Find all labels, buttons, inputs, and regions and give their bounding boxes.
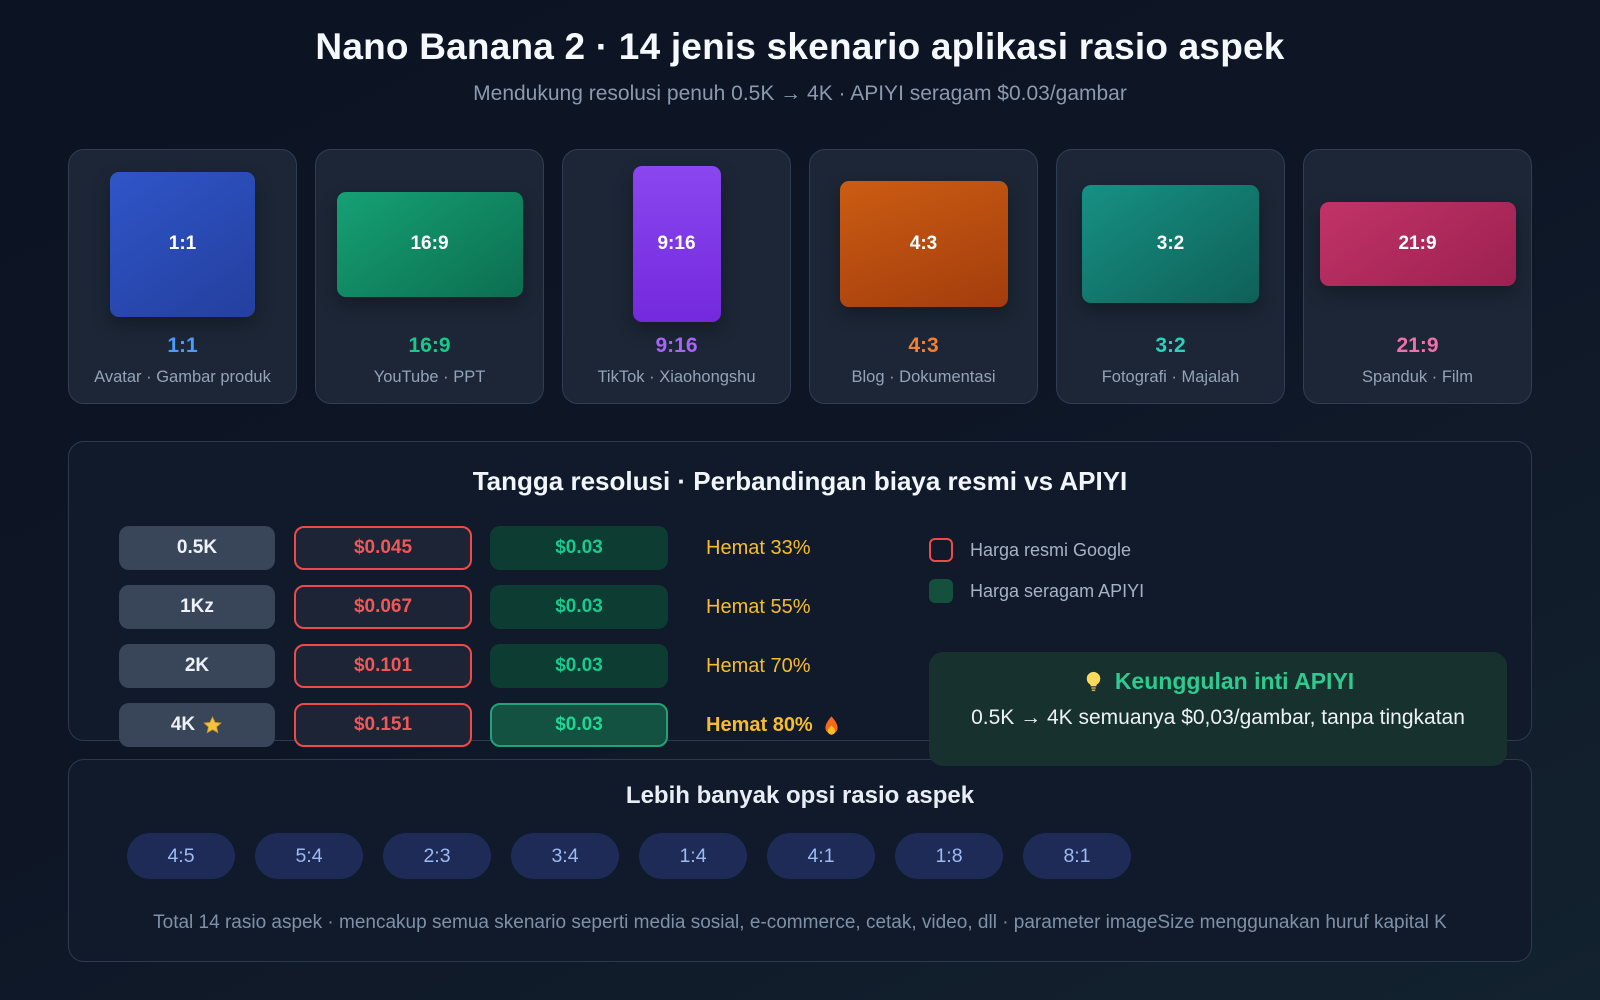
- aspect-card-16-9: 16:9 16:9 YouTube · PPT: [315, 149, 544, 404]
- aspect-shape-9-16: 9:16: [632, 166, 721, 322]
- aspect-shape-21-9: 21:9: [1319, 202, 1516, 286]
- legend-item-official: Harga resmi Google: [929, 538, 1144, 562]
- legend-label: Harga seragam APIYI: [970, 580, 1145, 601]
- apiyi-price-pill: $0.03: [490, 526, 668, 570]
- ratio-pill-3-4: 3:4: [511, 833, 619, 879]
- shape-area: 1:1: [69, 162, 296, 326]
- aspect-shape-1-1: 1:1: [110, 171, 255, 317]
- fire-icon: [821, 715, 842, 736]
- savings-label: Hemat 33%: [706, 536, 811, 559]
- aspect-shape-4-3: 4:3: [839, 181, 1008, 307]
- savings-text: Hemat 80%: [706, 713, 813, 736]
- ratio-pill-5-4: 5:4: [255, 833, 363, 879]
- resolution-text: 4K: [170, 714, 196, 735]
- official-price-swatch: [929, 538, 953, 562]
- shape-ratio-text: 4:3: [909, 233, 938, 254]
- official-price-pill: $0.101: [294, 644, 472, 688]
- ratio-description: Fotografi · Majalah: [1101, 368, 1240, 386]
- resolution-pill: 2K: [119, 644, 275, 688]
- shape-ratio-text: 16:9: [410, 233, 449, 254]
- ratio-description: TikTok · Xiaohongshu: [597, 368, 756, 386]
- savings-label: Hemat 55%: [706, 595, 811, 618]
- legend-label: Harga resmi Google: [970, 539, 1132, 560]
- ratio-label: 9:16: [655, 334, 698, 357]
- aspect-cards-row: 1:1 1:1 Avatar · Gambar produk 16:9 16:9…: [68, 149, 1532, 404]
- price-row-05k: 0.5K $0.045 $0.03 Hemat 33%: [119, 526, 842, 570]
- ratio-label: 3:2: [1155, 334, 1186, 357]
- aspect-shape-16-9: 16:9: [336, 191, 523, 297]
- ratio-description: YouTube · PPT: [373, 368, 486, 386]
- shape-area: 4:3: [810, 162, 1037, 326]
- resolution-pill: 1Kz: [119, 585, 275, 629]
- page-header: Nano Banana 2 · 14 jenis skenario aplika…: [0, 0, 1600, 106]
- ratio-pill-1-4: 1:4: [639, 833, 747, 879]
- aspect-card-4-3: 4:3 4:3 Blog · Dokumentasi: [809, 149, 1038, 404]
- ratio-label: 16:9: [408, 334, 451, 357]
- lightbulb-icon: [1082, 670, 1105, 693]
- shape-ratio-text: 9:16: [657, 233, 696, 254]
- ratio-label: 1:1: [167, 334, 198, 357]
- savings-label-highlight: Hemat 80%: [706, 714, 842, 737]
- pricing-section: Tangga resolusi · Perbandingan biaya res…: [68, 441, 1532, 766]
- official-price-pill: $0.045: [294, 526, 472, 570]
- footer-note: Total 14 rasio aspek · mencakup semua sk…: [153, 912, 1447, 933]
- pricing-legend: Harga resmi Google Harga seragam APIYI: [929, 538, 1144, 603]
- official-price-pill: $0.151: [294, 703, 472, 747]
- apiyi-price-pill: $0.03: [490, 585, 668, 629]
- shape-area: 9:16: [563, 162, 790, 326]
- apiyi-price-pill: $0.03: [490, 644, 668, 688]
- resolution-pill: 0.5K: [119, 526, 275, 570]
- pricing-title: Tangga resolusi · Perbandingan biaya res…: [472, 466, 1128, 496]
- official-price-pill: $0.067: [294, 585, 472, 629]
- ratio-description: Spanduk · Film: [1362, 368, 1473, 386]
- ratio-pill-4-5: 4:5: [127, 833, 235, 879]
- shape-ratio-text: 21:9: [1398, 233, 1437, 254]
- ratio-description: Avatar · Gambar produk: [94, 368, 271, 386]
- apiyi-price-pill-highlight: $0.03: [490, 703, 668, 747]
- legend-item-apiyi: Harga seragam APIYI: [929, 579, 1144, 603]
- ratio-pill-8-1: 8:1: [1023, 833, 1131, 879]
- resolution-pill: 4K: [119, 703, 275, 747]
- shape-area: 16:9: [316, 162, 543, 326]
- price-row-1k: 1Kz $0.067 $0.03 Hemat 55%: [119, 585, 842, 629]
- ratio-pill-4-1: 4:1: [767, 833, 875, 879]
- callout-body: 0.5K → 4K semuanya $0,03/gambar, tanpa t…: [971, 706, 1465, 729]
- price-row-4k: 4K $0.151 $0.03 Hemat 80%: [119, 703, 842, 747]
- callout-title: Keunggulan inti APIYI: [929, 668, 1507, 695]
- price-row-2k: 2K $0.101 $0.03 Hemat 70%: [119, 644, 842, 688]
- ratio-pill-2-3: 2:3: [383, 833, 491, 879]
- ratio-description: Blog · Dokumentasi: [851, 368, 996, 386]
- aspect-card-1-1: 1:1 1:1 Avatar · Gambar produk: [68, 149, 297, 404]
- more-ratios-section: Lebih banyak opsi rasio aspek 4:5 5:4 2:…: [68, 759, 1532, 962]
- shape-area: 3:2: [1057, 162, 1284, 326]
- savings-label: Hemat 70%: [706, 654, 811, 677]
- shape-ratio-text: 3:2: [1156, 233, 1185, 254]
- page-subtitle: Mendukung resolusi penuh 0.5K → 4K · API…: [473, 82, 1127, 105]
- ratio-pill-1-8: 1:8: [895, 833, 1003, 879]
- page-title: Nano Banana 2 · 14 jenis skenario aplika…: [315, 26, 1285, 67]
- aspect-shape-3-2: 3:2: [1082, 185, 1259, 303]
- shape-ratio-text: 1:1: [168, 233, 197, 254]
- more-ratios-title: Lebih banyak opsi rasio aspek: [625, 782, 975, 809]
- star-icon: [202, 715, 223, 736]
- aspect-card-21-9: 21:9 21:9 Spanduk · Film: [1303, 149, 1532, 404]
- callout-title-text: Keunggulan inti APIYI: [1114, 668, 1355, 694]
- ratio-label: 21:9: [1396, 334, 1439, 357]
- ratio-label: 4:3: [908, 334, 939, 357]
- shape-area: 21:9: [1304, 162, 1531, 326]
- aspect-card-9-16: 9:16 9:16 TikTok · Xiaohongshu: [562, 149, 791, 404]
- price-rows: 0.5K $0.045 $0.03 Hemat 33% 1Kz $0.067 $…: [119, 526, 842, 747]
- aspect-card-3-2: 3:2 3:2 Fotografi · Majalah: [1056, 149, 1285, 404]
- apiyi-advantage-callout: Keunggulan inti APIYI 0.5K → 4K semuanya…: [929, 652, 1507, 766]
- apiyi-price-swatch: [929, 579, 953, 603]
- ratio-pills-row: 4:5 5:4 2:3 3:4 1:4 4:1 1:8 8:1: [127, 833, 1531, 879]
